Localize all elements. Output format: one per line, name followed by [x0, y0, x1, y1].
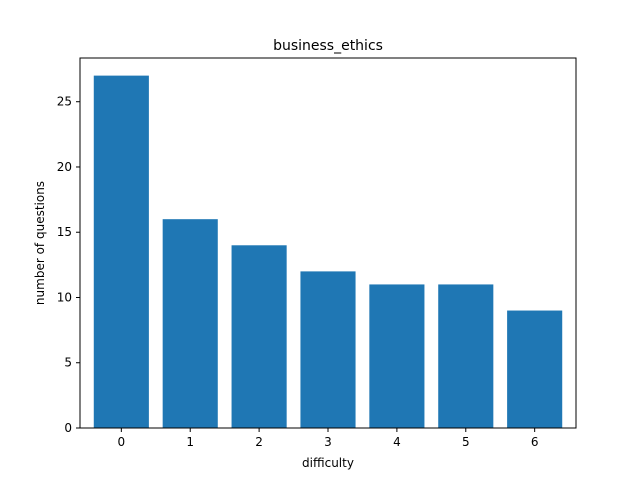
x-tick-label: 0 — [118, 435, 126, 449]
y-tick-label: 10 — [57, 290, 72, 304]
y-axis-ticks: 0 5 10 15 20 25 — [57, 95, 80, 435]
y-tick-label: 0 — [64, 421, 72, 435]
bars-group — [93, 75, 563, 428]
y-axis-label: number of questions — [33, 181, 47, 305]
chart-title: business_ethics — [273, 38, 383, 54]
y-tick-label: 5 — [64, 356, 72, 370]
y-tick-label: 20 — [57, 160, 72, 174]
bar-3 — [300, 271, 356, 428]
x-tick-label: 6 — [531, 435, 539, 449]
x-tick-label: 2 — [255, 435, 263, 449]
x-tick-label: 1 — [186, 435, 194, 449]
x-tick-label: 4 — [393, 435, 401, 449]
y-tick-label: 25 — [57, 95, 72, 109]
x-tick-label: 3 — [324, 435, 332, 449]
bar-6 — [507, 310, 563, 428]
bar-1 — [162, 219, 218, 428]
x-axis-label: difficulty — [302, 456, 354, 470]
bar-5 — [438, 284, 494, 428]
x-axis-ticks: 0 1 2 3 4 5 6 — [118, 428, 539, 449]
bar-2 — [231, 245, 287, 428]
bar-4 — [369, 284, 425, 428]
y-tick-label: 15 — [57, 225, 72, 239]
x-tick-label: 5 — [462, 435, 470, 449]
bar-0 — [93, 75, 149, 428]
